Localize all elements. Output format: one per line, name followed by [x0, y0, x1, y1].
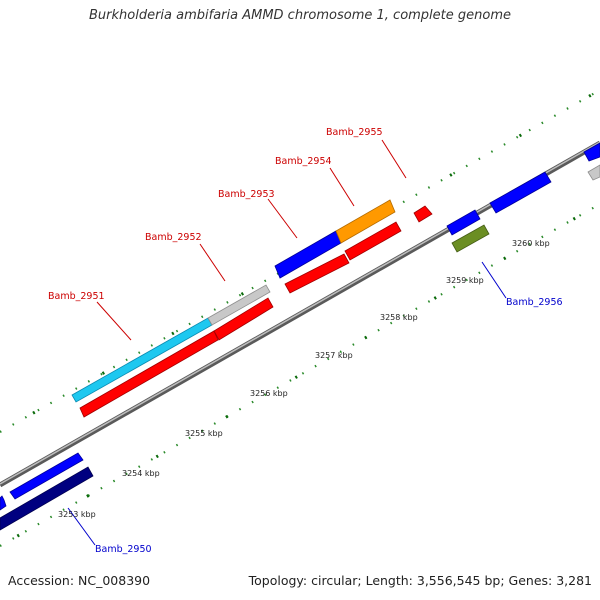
kbp-label: 3254 kbp	[122, 469, 160, 478]
reverse-genes	[0, 221, 490, 531]
kbp-label: 3257 kbp	[315, 351, 353, 360]
label-bamb-2954[interactable]: Bamb_2954	[275, 156, 332, 167]
gene-fwd-c[interactable]	[489, 171, 552, 214]
label-leader-lines	[67, 139, 507, 546]
label-bamb-2955[interactable]: Bamb_2955	[326, 127, 383, 138]
kbp-label: 3255 kbp	[185, 429, 223, 438]
genome-summary-text: Topology: circular; Length: 3,556,545 bp…	[248, 573, 592, 588]
gene-bamb-2954[interactable]	[335, 199, 396, 244]
gene-fwd-a[interactable]	[9, 452, 84, 500]
gene-rev-a[interactable]	[0, 466, 94, 531]
gene-rev-c[interactable]	[213, 297, 274, 341]
label-bamb-2953[interactable]: Bamb_2953	[218, 189, 275, 200]
kbp-label: 3259 kbp	[446, 276, 484, 285]
label-bamb-2950[interactable]: Bamb_2950	[95, 544, 152, 555]
kbp-label: 3260 kbp	[512, 239, 550, 248]
accession-text: Accession: NC_008390	[8, 573, 151, 588]
forward-genes	[0, 142, 600, 511]
map-title: Burkholderia ambifaria AMMD chromosome 1…	[88, 8, 512, 23]
kbp-labels: 3253 kbp 3254 kbp 3255 kbp 3256 kbp 3257…	[58, 239, 550, 519]
gene-rev-d[interactable]	[284, 253, 350, 294]
gene-fwd-d[interactable]	[583, 142, 600, 162]
gene-rev-b[interactable]	[79, 330, 219, 418]
gene-bamb-2952[interactable]	[207, 284, 271, 326]
gene-bamb-2955[interactable]	[413, 205, 433, 223]
kbp-label: 3253 kbp	[58, 510, 96, 519]
kbp-label: 3256 kbp	[250, 389, 288, 398]
gene-fwd-b[interactable]	[446, 209, 481, 236]
gene-fwd-e[interactable]	[587, 164, 600, 181]
label-bamb-2956[interactable]: Bamb_2956	[506, 297, 563, 308]
gene-rev-e[interactable]	[344, 221, 402, 261]
label-bamb-2951[interactable]: Bamb_2951	[48, 291, 105, 302]
kbp-label: 3258 kbp	[380, 313, 418, 322]
gene-bamb-2951[interactable]	[71, 317, 213, 403]
gene-bamb-2950-fwd[interactable]	[0, 495, 7, 511]
gene-bamb-2956[interactable]	[451, 224, 490, 253]
label-bamb-2952[interactable]: Bamb_2952	[145, 232, 202, 243]
gene-labels: Bamb_2950 Bamb_2951 Bamb_2952 Bamb_2953 …	[48, 127, 563, 555]
